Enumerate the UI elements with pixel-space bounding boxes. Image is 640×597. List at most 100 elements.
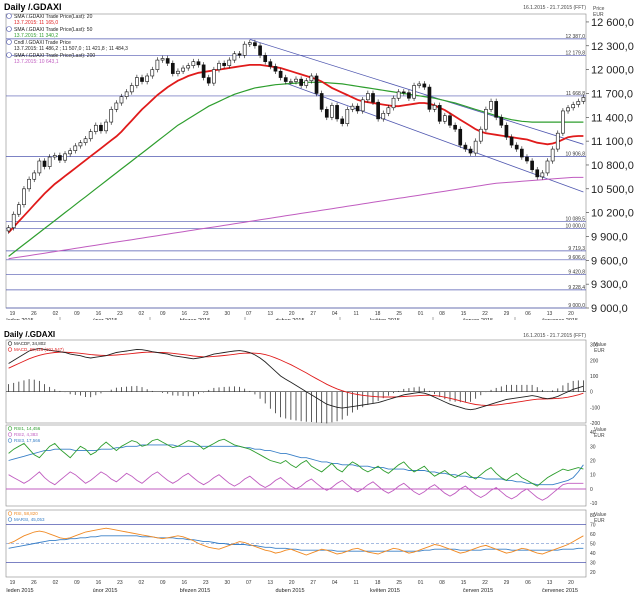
candle-body	[561, 110, 565, 134]
legend-marker	[7, 426, 13, 431]
x-day-tick: 15	[461, 311, 467, 317]
y-tick-label: 300	[590, 343, 599, 349]
x-day-tick: 02	[53, 311, 59, 317]
x-day-tick: 07	[246, 311, 252, 317]
x-day-tick: 02	[139, 311, 145, 317]
x-day-tick: 01	[418, 580, 424, 586]
candle-body	[150, 69, 155, 77]
y-tick-label: 20	[590, 459, 596, 465]
candle-body	[170, 62, 175, 74]
x-month-tick: červen 2015	[463, 588, 493, 594]
candle-body	[119, 96, 124, 104]
x-day-tick: 08	[439, 580, 445, 586]
candle-body	[576, 101, 581, 105]
y-tick-label: 0	[590, 390, 593, 396]
unit-label: EUR	[594, 518, 605, 524]
candle-body	[484, 109, 488, 130]
candle-body	[268, 61, 273, 67]
y-tick-label: 11 700,0	[591, 88, 633, 100]
x-day-tick: 19	[10, 311, 16, 317]
x-day-tick: 18	[375, 580, 381, 586]
legend-marker	[7, 511, 13, 516]
y-tick-label: 12 300,0	[591, 41, 634, 53]
x-day-tick: 20	[568, 311, 574, 317]
candle-body	[427, 86, 432, 110]
channel-lower	[285, 82, 584, 193]
candle-body	[63, 153, 67, 161]
candle-body	[514, 144, 519, 150]
x-month-tick: únor 2015	[93, 588, 118, 594]
x-day-tick: 04	[332, 580, 338, 586]
candle-body	[124, 91, 129, 97]
level-label: 9 420,8	[568, 270, 585, 276]
unit-label: Price	[593, 6, 605, 12]
candle-body	[73, 145, 78, 151]
x-day-tick: 20	[289, 311, 295, 317]
candle-body	[335, 105, 339, 120]
x-day-tick: 27	[310, 311, 316, 317]
level-label: 9 606,6	[568, 255, 585, 261]
candle-body	[571, 104, 576, 109]
y-tick-label: -200	[590, 421, 600, 425]
candle-body	[145, 75, 149, 82]
x-day-tick: 09	[160, 311, 166, 317]
x-month-tick: duben 2015	[275, 318, 304, 320]
x-day-tick: 23	[117, 311, 123, 317]
candle-body	[381, 113, 386, 120]
legend-value: 13.7.2015: 11 165,0	[14, 20, 58, 26]
candle-body	[186, 65, 191, 69]
level-label: 10 906,8	[566, 151, 586, 157]
legend-label: MARSI, 45,053	[14, 517, 45, 522]
x-day-tick: 18	[375, 311, 381, 317]
candle-body	[401, 91, 406, 94]
x-day-tick: 11	[354, 311, 359, 317]
y-tick-label: 12 600,0	[591, 17, 634, 29]
x-day-tick: 23	[203, 580, 209, 586]
candle-body	[463, 144, 468, 150]
channel-upper	[249, 39, 584, 145]
x-day-tick: 06	[525, 311, 531, 317]
candle-body	[360, 99, 365, 112]
y-tick-label: 9 300,0	[591, 279, 628, 291]
candle-body	[494, 101, 499, 118]
candle-body	[135, 77, 139, 86]
candle-body	[52, 155, 57, 158]
x-day-tick: 11	[354, 580, 359, 586]
x-day-tick: 16	[96, 311, 102, 317]
x-day-tick: 16	[182, 580, 188, 586]
candle-body	[530, 160, 534, 171]
level-label: 9 228,4	[568, 285, 585, 291]
y-tick-label: 100	[590, 374, 599, 380]
y-tick-label: 9 600,0	[591, 255, 628, 267]
candle-body	[355, 105, 360, 112]
x-month-tick: únor 2015	[93, 318, 118, 320]
candle-body	[407, 92, 411, 99]
x-month-tick: květen 2015	[370, 588, 400, 594]
level-label: 12 179,8	[566, 50, 586, 56]
x-day-tick: 19	[10, 580, 16, 586]
candle-body	[289, 81, 293, 83]
x-day-tick: 20	[289, 580, 295, 586]
plot-area	[5, 13, 587, 309]
candle-body	[319, 93, 324, 110]
candle-body	[140, 77, 144, 82]
x-month-tick: červen 2015	[463, 318, 493, 320]
y-tick-label: 12 000,0	[591, 65, 634, 77]
candle-body	[11, 213, 16, 229]
candle-body	[99, 124, 103, 132]
candle-body	[350, 105, 355, 110]
level-label: 9 719,3	[568, 246, 585, 252]
y-tick-label: 11 400,0	[591, 112, 633, 124]
x-month-tick: duben 2015	[275, 588, 304, 594]
legend-marker	[7, 341, 13, 346]
unit-label: Value	[594, 342, 607, 348]
x-day-tick: 25	[396, 580, 402, 586]
ma-icon	[6, 52, 12, 58]
candle-body	[437, 105, 442, 122]
x-day-tick: 13	[267, 311, 273, 317]
candle-body	[345, 109, 350, 124]
candle-body	[453, 124, 457, 130]
